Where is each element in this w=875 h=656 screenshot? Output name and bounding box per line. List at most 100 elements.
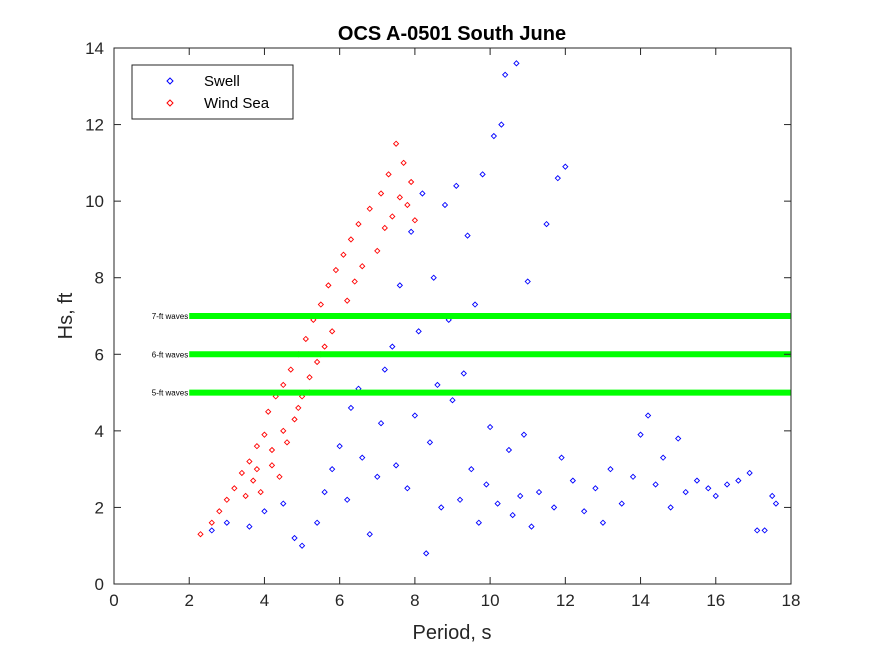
wind-sea-point	[283, 439, 291, 446]
swell-point	[705, 485, 712, 492]
swell-point	[453, 182, 460, 189]
swell-point	[426, 439, 434, 446]
swell-point	[411, 412, 419, 419]
wind-sea-point	[355, 220, 362, 228]
wind-sea-point	[317, 301, 324, 308]
swell-point	[208, 527, 215, 534]
swell-point	[558, 454, 565, 461]
swell-point	[298, 542, 306, 549]
wind-sea-point	[381, 224, 388, 232]
wind-sea-point	[329, 328, 336, 335]
wind-sea-point	[359, 263, 366, 270]
swell-point	[693, 477, 701, 484]
x-axis-title: Period, s	[413, 622, 492, 644]
swell-point	[407, 228, 415, 235]
x-tick-label: 14	[631, 591, 650, 610]
swell-point	[754, 527, 761, 534]
swell-point	[468, 466, 475, 473]
swell-point	[475, 519, 482, 526]
wind-sea-point	[313, 358, 321, 366]
swell-point	[423, 550, 430, 557]
swell-point	[483, 481, 490, 488]
swell-point	[535, 488, 543, 496]
y-axis-title: Hs, ft	[55, 292, 77, 339]
swell-point	[336, 443, 343, 450]
swell-point	[629, 473, 637, 480]
swell-point	[471, 301, 479, 308]
swell-point	[344, 496, 351, 503]
swell-point	[723, 481, 731, 488]
swell-point	[513, 60, 520, 67]
swell-point	[746, 469, 753, 477]
swell-point	[449, 397, 456, 404]
swell-point	[389, 343, 396, 350]
swell-point	[347, 404, 355, 412]
wind-sea-point	[265, 408, 272, 415]
x-tick-label: 10	[481, 591, 500, 610]
swell-point	[520, 431, 528, 438]
legend: Swell Wind Sea	[131, 64, 294, 120]
swell-point	[554, 175, 561, 182]
swell-point	[486, 423, 494, 431]
swell-point	[667, 504, 674, 511]
swell-point	[528, 523, 535, 530]
y-tick-label: 12	[85, 116, 104, 135]
reference-lines: 7-ft waves 6-ft waves 5-ft waves	[152, 312, 791, 398]
wind-sea-point	[280, 381, 287, 389]
swell-point	[377, 420, 385, 427]
swell-point	[396, 282, 403, 289]
y-tick-label: 0	[95, 575, 104, 594]
swell-point	[618, 500, 625, 507]
swell-point	[517, 492, 524, 500]
swell-point	[599, 519, 607, 526]
wind-sea-point	[306, 374, 313, 381]
swell-point	[246, 523, 253, 530]
swell-point	[464, 232, 471, 239]
swell-point	[223, 519, 230, 526]
wind-sea-point	[257, 488, 264, 496]
wind-sea-point	[366, 205, 373, 212]
y-tick-label: 8	[95, 269, 104, 288]
swell-point	[682, 488, 689, 496]
swell-point	[637, 431, 644, 438]
swell-point	[562, 163, 569, 170]
x-tick-label: 18	[782, 591, 801, 610]
wind-sea-point	[276, 473, 283, 480]
wind-sea-point	[216, 508, 223, 515]
wind-sea-point	[302, 335, 309, 343]
wind-sea-point	[295, 404, 302, 412]
swell-point	[381, 366, 388, 373]
wind-sea-point	[291, 416, 298, 423]
swell-point	[321, 488, 328, 496]
y-tick-label: 6	[95, 345, 104, 364]
wind-sea-point	[347, 236, 355, 243]
legend-windsea-label: Wind Sea	[204, 95, 270, 112]
wind-sea-point	[250, 477, 257, 484]
axis-ticks: 0 2 4 6 8 10 12 14 16 18 0 2 4 6 8 10 12 14	[85, 39, 800, 610]
wind-sea-point	[351, 278, 358, 285]
wind-sea-point	[340, 251, 347, 258]
wind-sea-point	[208, 519, 215, 526]
swell-point	[675, 435, 682, 442]
swell-point	[509, 511, 516, 519]
y-tick-label: 2	[95, 498, 104, 517]
swell-point	[460, 370, 467, 377]
wind-sea-point	[389, 213, 396, 220]
wind-sea-point	[344, 297, 351, 304]
swell-point	[761, 527, 768, 534]
wind-sea-point	[396, 194, 403, 201]
swell-point	[404, 485, 411, 492]
x-tick-label: 8	[410, 591, 419, 610]
wind-sea-point	[246, 458, 253, 465]
reference-line-label: 5-ft waves	[152, 389, 188, 398]
swell-point	[543, 220, 550, 228]
wind-sea-point	[377, 190, 385, 197]
swell-point	[772, 500, 780, 507]
swell-point	[644, 412, 652, 419]
points-layer	[197, 60, 780, 557]
wind-sea-point	[280, 427, 287, 434]
swell-point	[712, 492, 719, 500]
wind-sea-point	[374, 247, 381, 255]
